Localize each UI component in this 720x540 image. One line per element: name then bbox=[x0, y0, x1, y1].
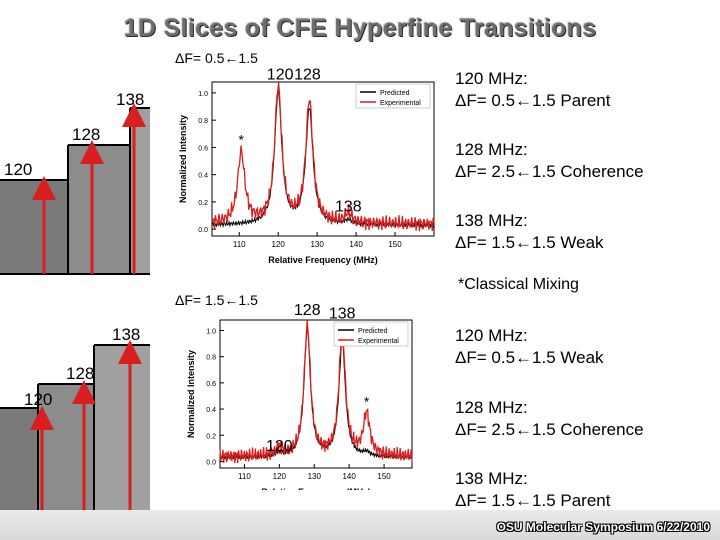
y-tick-label: 0.0 bbox=[198, 227, 208, 234]
footer-credit: OSU Molecular Symposium 6/22/2010 bbox=[496, 520, 710, 534]
bottom-desc-128-transition: ΔF= 2.5←1.5 Coherence bbox=[455, 420, 644, 439]
top-desc-138-freq: 138 MHz: bbox=[455, 211, 528, 230]
plot-frame bbox=[219, 319, 413, 469]
top-desc-120-transition: ΔF= 0.5←1.5 Parent bbox=[455, 91, 611, 110]
x-tick-label: 130 bbox=[310, 240, 324, 249]
peak-annotation: 120 bbox=[266, 438, 293, 455]
x-axis-label: Relative Frequency (MHz) bbox=[261, 487, 371, 490]
legend-label-experimental: Experimental bbox=[358, 338, 399, 345]
peak-annotation: 128 bbox=[294, 66, 321, 83]
top-panel-label: ΔF= 0.5←1.5 bbox=[175, 50, 258, 66]
series-line-experimental bbox=[211, 82, 435, 232]
bottom-desc-120-freq: 120 MHz: bbox=[455, 326, 528, 345]
y-tick-label: 0.4 bbox=[198, 173, 208, 180]
legend-label-experimental: Experimental bbox=[380, 100, 421, 107]
y-tick-label: 0.6 bbox=[206, 381, 216, 388]
y-tick-label: 0.8 bbox=[206, 355, 216, 362]
bottom-desc-138-freq: 138 MHz: bbox=[455, 469, 528, 488]
y-tick-label: 0.4 bbox=[206, 407, 216, 414]
top-stick-diagram bbox=[0, 103, 150, 275]
top-desc-128-transition: ΔF= 2.5←1.5 Coherence bbox=[455, 162, 644, 181]
bottom-stick-label-138: 138 bbox=[112, 325, 141, 344]
peak-annotation: 138 bbox=[329, 306, 356, 323]
top-spectrum-chart: 110 120 130 140 150 0.0 0.2 0.4 0.6 0.8 1.0 Relativ… bbox=[178, 66, 435, 265]
bottom-stick-diagram bbox=[0, 340, 150, 517]
top-desc-120: 120 MHz: ΔF= 0.5←1.5 Parent bbox=[455, 68, 610, 112]
x-tick-label: 120 bbox=[273, 472, 287, 481]
top-desc-120-freq: 120 MHz: bbox=[455, 69, 528, 88]
x-tick-label: 110 bbox=[238, 472, 251, 481]
y-tick-label: 0.8 bbox=[198, 118, 208, 125]
bottom-desc-120: 120 MHz: ΔF= 0.5←1.5 Weak bbox=[455, 325, 604, 369]
x-tick-label: 130 bbox=[308, 472, 322, 481]
top-chart-panel: ΔF= 0.5←1.5 110 120 130 140 150 0.0 0.2 0.4 0.6 0… bbox=[172, 48, 444, 274]
peak-annotation: 138 bbox=[335, 198, 362, 215]
y-tick-label: 0.2 bbox=[198, 200, 208, 207]
bottom-desc-138-transition: ΔF= 1.5←1.5 Parent bbox=[455, 491, 611, 510]
peak-annotation: * bbox=[238, 132, 244, 148]
classical-mixing-note: *Classical Mixing bbox=[458, 276, 579, 293]
series-line-predicted bbox=[219, 327, 413, 461]
bottom-desc-120-transition: ΔF= 0.5←1.5 Weak bbox=[455, 348, 604, 367]
top-desc-128-freq: 128 MHz: bbox=[455, 140, 528, 159]
x-axis-label: Relative Frequency (MHz) bbox=[268, 255, 378, 265]
y-tick-label: 1.0 bbox=[198, 91, 208, 98]
y-tick-label: 0.0 bbox=[206, 459, 216, 466]
legend-box bbox=[333, 321, 409, 347]
top-desc-138-transition: ΔF= 1.5←1.5 Weak bbox=[455, 233, 604, 252]
y-axis-label: Normalized Intensity bbox=[186, 350, 196, 438]
peak-annotation: 120 bbox=[267, 66, 294, 83]
bottom-chart-panel: ΔF= 1.5←1.5 110 120 130 140 150 0.0 0.2 0.4 0.6 0… bbox=[172, 290, 444, 497]
x-tick-label: 150 bbox=[377, 472, 391, 481]
bottom-desc-138: 138 MHz: ΔF= 1.5←1.5 Parent bbox=[455, 468, 610, 512]
y-tick-label: 0.6 bbox=[198, 145, 208, 152]
top-stick-label-120: 120 bbox=[4, 160, 33, 179]
y-axis-label: Normalized Intensity bbox=[178, 115, 188, 203]
legend-label-predicted: Predicted bbox=[380, 90, 410, 97]
legend-label-predicted: Predicted bbox=[358, 328, 388, 335]
bottom-stick-label-128: 128 bbox=[66, 364, 95, 383]
peak-annotation: 128 bbox=[294, 302, 321, 319]
y-tick-label: 1.0 bbox=[206, 328, 216, 335]
footer-bar bbox=[0, 510, 720, 540]
bottom-panel-label: ΔF= 1.5←1.5 bbox=[175, 292, 258, 308]
top-stick-label-138: 138 bbox=[116, 90, 145, 109]
peak-annotation: * bbox=[364, 393, 370, 409]
bottom-spectrum-chart: 110 120 130 140 150 0.0 0.2 0.4 0.6 0.8 1.0 Relativ… bbox=[186, 302, 413, 497]
top-desc-138: 138 MHz: ΔF= 1.5←1.5 Weak bbox=[455, 210, 604, 254]
x-tick-label: 150 bbox=[388, 240, 402, 249]
top-stick-128-fill bbox=[68, 145, 130, 274]
bottom-desc-128-freq: 128 MHz: bbox=[455, 398, 528, 417]
x-tick-label: 110 bbox=[233, 240, 246, 249]
x-tick-label: 140 bbox=[349, 240, 363, 249]
top-desc-128: 128 MHz: ΔF= 2.5←1.5 Coherence bbox=[455, 139, 644, 183]
legend-box bbox=[355, 83, 431, 109]
bottom-stick-label-120: 120 bbox=[24, 390, 53, 409]
top-stick-120-fill bbox=[0, 180, 68, 274]
plot-frame bbox=[211, 81, 435, 237]
series-line-experimental bbox=[219, 320, 413, 464]
x-tick-label: 120 bbox=[272, 240, 286, 249]
slide-title: 1D Slices of CFE Hyperfine Transitions bbox=[123, 14, 597, 42]
y-tick-label: 0.2 bbox=[206, 433, 216, 440]
bottom-desc-128: 128 MHz: ΔF= 2.5←1.5 Coherence bbox=[455, 397, 644, 441]
top-stick-label-128: 128 bbox=[72, 125, 101, 144]
x-tick-label: 140 bbox=[342, 472, 356, 481]
